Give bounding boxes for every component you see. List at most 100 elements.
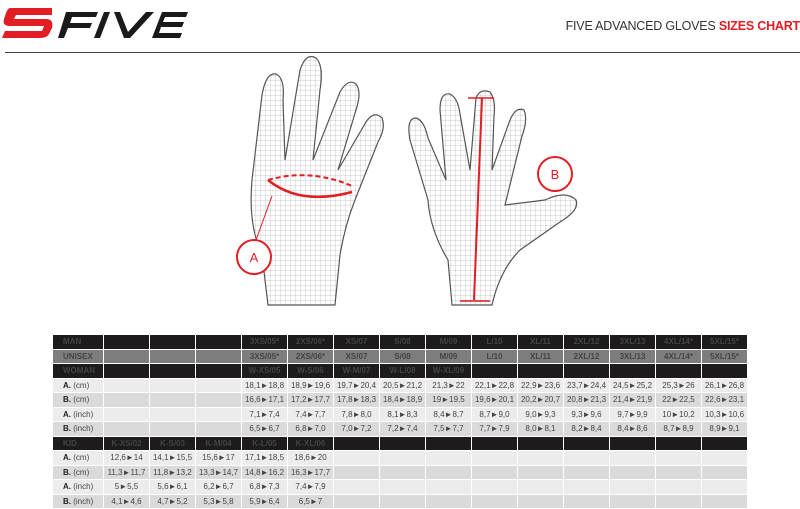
row-label: KID	[53, 436, 103, 450]
table-row-a-cm: A. (cm) 18,1►18,8 18,9►19,6 19,7►20,4 20,5►2…	[53, 378, 747, 392]
table-cell	[518, 436, 563, 450]
table-cell: 14,8►16,2	[242, 465, 287, 479]
table-cell: 8,7►9,0	[472, 407, 517, 421]
table-cell	[196, 422, 241, 436]
table-cell: 9,0►9,3	[518, 407, 563, 421]
table-row-b-inch: B. (inch) 6,5►6,7 6,8►7,0 7,0►7,2 7,2►7,4 7,5…	[53, 422, 747, 436]
table-cell	[472, 480, 517, 494]
table-cell	[564, 480, 609, 494]
table-cell: 3XL/13	[610, 349, 655, 363]
row-label: WOMAN	[53, 364, 103, 378]
table-cell	[426, 451, 471, 465]
table-cell	[380, 494, 425, 508]
table-cell: XS/07	[334, 349, 379, 363]
table-cell	[702, 436, 747, 450]
row-unit: (cm)	[73, 395, 90, 405]
table-cell	[472, 465, 517, 479]
table-cell: 18,1►18,8	[242, 378, 287, 392]
row-unit: (cm)	[73, 467, 90, 477]
table-cell: 9,7►9,9	[610, 407, 655, 421]
table-cell	[656, 451, 701, 465]
row-label-text: A.	[63, 409, 71, 419]
table-cell	[656, 494, 701, 508]
table-cell	[104, 335, 149, 349]
table-cell	[702, 494, 747, 508]
table-cell: 5►5,5	[104, 480, 149, 494]
table-cell	[472, 364, 517, 378]
table-cell: W-XL/09	[426, 364, 471, 378]
table-cell	[104, 407, 149, 421]
table-cell: 5XL/15*	[702, 349, 747, 363]
table-cell: 20,5►21,2	[380, 378, 425, 392]
table-cell	[564, 436, 609, 450]
table-cell: 7,7►7,9	[472, 422, 517, 436]
table-cell: 7,1►7,4	[242, 407, 287, 421]
table-cell: 9,3►9,6	[564, 407, 609, 421]
table-cell	[518, 480, 563, 494]
table-cell: 13,3►14,7	[196, 465, 241, 479]
table-cell: 22,6►23,1	[702, 393, 747, 407]
table-cell	[564, 494, 609, 508]
row-label: B. (cm)	[53, 465, 103, 479]
table-row-a-inch: A. (inch) 7,1►7,4 7,4►7,7 7,8►8,0 8,1►8,3 8,4…	[53, 407, 747, 421]
table-cell: 20,8►21,3	[564, 393, 609, 407]
table-cell	[564, 451, 609, 465]
table-cell: 12,6►14	[104, 451, 149, 465]
table-cell: 8,4►8,7	[426, 407, 471, 421]
table-cell: 8,1►8,3	[380, 407, 425, 421]
table-cell	[334, 480, 379, 494]
table-cell: 17,1►18,5	[242, 451, 287, 465]
header-divider	[5, 52, 800, 53]
table-cell: 2XL/12	[564, 335, 609, 349]
table-cell: 8,4►8,6	[610, 422, 655, 436]
table-cell	[610, 480, 655, 494]
row-label-text: KID	[63, 438, 77, 448]
table-cell: L/10	[472, 335, 517, 349]
table-cell	[518, 451, 563, 465]
table-cell	[150, 393, 195, 407]
table-cell	[380, 451, 425, 465]
label-b-circle	[537, 156, 573, 192]
table-cell: 21,3►22	[426, 378, 471, 392]
table-cell: 14,1►15,5	[150, 451, 195, 465]
table-cell	[196, 393, 241, 407]
table-cell: 20,2►20,7	[518, 393, 563, 407]
table-cell: 22,9►23,6	[518, 378, 563, 392]
table-cell: W-L/08	[380, 364, 425, 378]
table-cell	[472, 494, 517, 508]
table-cell	[564, 465, 609, 479]
table-cell	[150, 335, 195, 349]
table-cell: 17,2►17,7	[288, 393, 333, 407]
row-label: B. (cm)	[53, 393, 103, 407]
table-cell: L/10	[472, 349, 517, 363]
table-row-kid: KID K-XS/02 K-S/03 K-M/04 K-L/05 K-XL/06	[53, 436, 747, 450]
table-cell	[334, 436, 379, 450]
table-row-woman: WOMAN W-XS/05 W-S/06 W-M/07 W-L/08 W-XL/09	[53, 364, 747, 378]
table-cell	[518, 494, 563, 508]
row-unit: (cm)	[73, 453, 90, 463]
table-cell: 7,5►7,7	[426, 422, 471, 436]
table-cell: XL/11	[518, 349, 563, 363]
table-cell: 5,3►5,8	[196, 494, 241, 508]
table-cell: 2XS/06*	[288, 335, 333, 349]
table-cell	[196, 364, 241, 378]
table-cell: 19,6►20,1	[472, 393, 517, 407]
table-cell: 22,1►22,8	[472, 378, 517, 392]
table-row-b-inch: B. (inch) 4,1►4,6 4,7►5,2 5,3►5,8 5,9►6,4 6,5…	[53, 494, 747, 508]
table-cell	[472, 451, 517, 465]
table-cell	[656, 364, 701, 378]
row-label: B. (inch)	[53, 494, 103, 508]
table-row-b-cm: B. (cm) 16,6►17,1 17,2►17,7 17,8►18,3 18,4►1…	[53, 393, 747, 407]
row-label-text: B.	[63, 424, 71, 434]
table-cell	[426, 480, 471, 494]
table-cell	[610, 451, 655, 465]
table-cell: 16,3►17,7	[288, 465, 333, 479]
table-cell: 4XL/14*	[656, 335, 701, 349]
table-cell: 19,7►20,4	[334, 378, 379, 392]
table-row-unisex: UNISEX 3XS/05* 2XS/06* XS/07 S/08 M/09 L/10 XL/…	[53, 349, 747, 363]
table-cell	[518, 465, 563, 479]
table-cell: XL/11	[518, 335, 563, 349]
title-main: FIVE ADVANCED GLOVES	[565, 19, 716, 33]
table-cell: 8,0►8,1	[518, 422, 563, 436]
table-cell: 11,3►11,7	[104, 465, 149, 479]
